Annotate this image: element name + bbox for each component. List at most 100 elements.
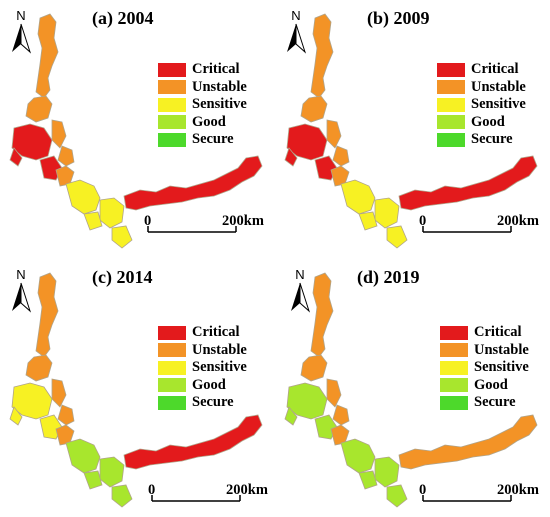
- region-west: [326, 119, 342, 149]
- north-arrow-icon: N: [283, 8, 309, 54]
- north-arrow-icon: N: [287, 267, 313, 313]
- legend-swatch: [158, 80, 186, 95]
- region-west: [57, 404, 75, 426]
- legend-item: Good: [158, 114, 247, 132]
- legend: Critical Unstable Sensitive Good Secure: [158, 61, 247, 149]
- legend-swatch: [158, 115, 186, 130]
- legend-swatch: [440, 343, 468, 358]
- legend-label: Critical: [192, 324, 240, 341]
- legend-swatch: [158, 343, 186, 358]
- legend: Critical Unstable Sensitive Good Secure: [440, 324, 529, 412]
- panel-title: (c) 2014: [92, 267, 153, 287]
- legend-label: Critical: [474, 324, 522, 341]
- region-south: [340, 179, 376, 215]
- scale-end: 200km: [226, 482, 268, 498]
- region-south: [65, 179, 101, 215]
- region-west: [51, 378, 67, 408]
- region-south: [374, 456, 400, 488]
- legend-swatch: [158, 62, 186, 77]
- region-northwest: [284, 147, 298, 167]
- legend-label: Secure: [471, 131, 513, 148]
- region-north: [300, 354, 328, 382]
- north-label: N: [16, 8, 25, 23]
- legend-item: Unstable: [158, 79, 247, 97]
- region-south: [99, 456, 125, 488]
- region-west: [326, 378, 342, 408]
- legend-label: Sensitive: [192, 96, 247, 113]
- legend-label: Good: [192, 113, 226, 130]
- region-west: [55, 165, 75, 187]
- region-west: [57, 145, 75, 167]
- legend-swatch: [440, 378, 468, 393]
- north-label: N: [291, 8, 300, 23]
- scale-bar: 0 200km: [144, 212, 264, 242]
- region-north: [35, 272, 59, 358]
- region-map-a: [9, 13, 263, 249]
- panel-title: (a) 2004: [92, 8, 154, 28]
- north-arrow-icon: N: [8, 8, 34, 54]
- legend-swatch: [437, 97, 465, 112]
- legend-item: Sensitive: [158, 359, 247, 377]
- region-northwest: [9, 406, 23, 426]
- legend-item: Unstable: [158, 342, 247, 360]
- legend-swatch: [437, 80, 465, 95]
- region-south: [340, 438, 376, 474]
- legend-label: Secure: [192, 394, 234, 411]
- legend-item: Critical: [158, 324, 247, 342]
- region-north: [35, 13, 59, 99]
- region-north: [25, 354, 53, 382]
- legend-item: Critical: [437, 61, 526, 79]
- region-map-d: [284, 272, 538, 508]
- north-label: N: [16, 267, 25, 282]
- legend-label: Critical: [192, 61, 240, 78]
- region-northwest: [284, 406, 298, 426]
- legend-label: Secure: [192, 131, 234, 148]
- legend-item: Critical: [158, 61, 247, 79]
- scale-zero: 0: [144, 213, 152, 229]
- legend-label: Good: [471, 113, 505, 130]
- region-east: [398, 414, 538, 470]
- region-west: [330, 165, 350, 187]
- legend-swatch: [158, 360, 186, 375]
- region-east: [123, 414, 263, 470]
- region-west: [332, 145, 350, 167]
- legend-item: Good: [158, 377, 247, 395]
- region-south: [386, 225, 408, 249]
- legend-item: Secure: [158, 394, 247, 412]
- region-east: [123, 155, 263, 211]
- legend-label: Sensitive: [192, 359, 247, 376]
- legend-label: Unstable: [192, 78, 247, 95]
- legend-item: Sensitive: [437, 96, 526, 114]
- region-map-b: [284, 13, 538, 249]
- legend-swatch: [158, 97, 186, 112]
- legend-label: Unstable: [471, 78, 526, 95]
- map-panel-b: (b) 2009 N Critical Unstable Sensitive Good…: [275, 0, 550, 258]
- legend-label: Good: [474, 376, 508, 393]
- map-panel-d: (d) 2019 N Critical Unstable Sensitive Good…: [275, 259, 550, 517]
- legend-swatch: [158, 132, 186, 147]
- legend-item: Secure: [158, 131, 247, 149]
- legend-item: Sensitive: [158, 96, 247, 114]
- legend-label: Sensitive: [471, 96, 526, 113]
- region-south: [83, 470, 103, 490]
- region-south: [358, 470, 378, 490]
- scale-zero: 0: [419, 213, 427, 229]
- region-south: [111, 225, 133, 249]
- region-south: [386, 484, 408, 508]
- scale-end: 200km: [497, 213, 539, 229]
- legend-label: Good: [192, 376, 226, 393]
- legend-label: Secure: [474, 394, 516, 411]
- north-arrow-icon: N: [8, 267, 34, 313]
- region-north: [310, 13, 334, 99]
- north-label: N: [295, 267, 304, 282]
- legend-item: Good: [437, 114, 526, 132]
- region-west: [332, 404, 350, 426]
- region-north: [300, 95, 328, 123]
- scale-bar: 0 200km: [419, 481, 539, 511]
- region-west: [55, 424, 75, 446]
- legend: Critical Unstable Sensitive Good Secure: [158, 324, 247, 412]
- legend-item: Sensitive: [440, 359, 529, 377]
- scale-bar: 0 200km: [419, 212, 539, 242]
- legend-label: Sensitive: [474, 359, 529, 376]
- legend-label: Critical: [471, 61, 519, 78]
